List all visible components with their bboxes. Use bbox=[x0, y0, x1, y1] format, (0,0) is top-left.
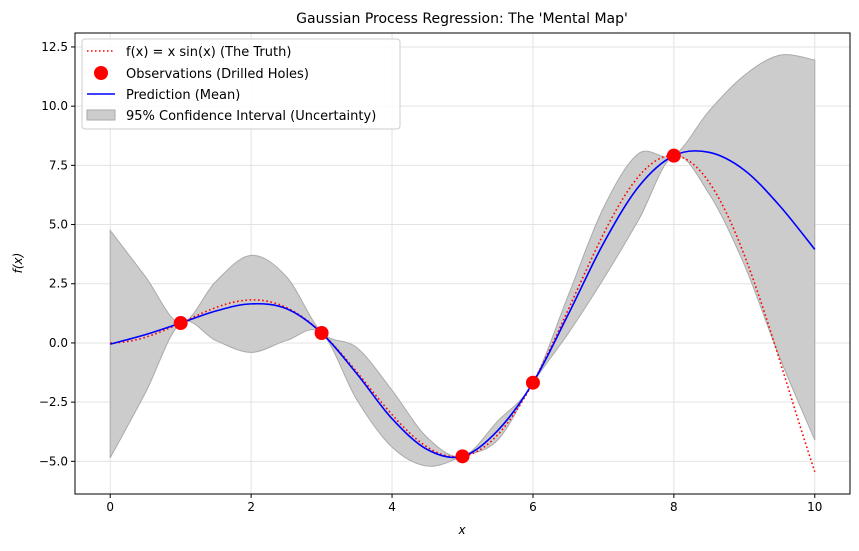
x-tick-label: 4 bbox=[388, 500, 396, 514]
observation-point bbox=[455, 449, 470, 464]
y-tick-label: −2.5 bbox=[39, 395, 68, 409]
x-tick-label: 6 bbox=[529, 500, 537, 514]
legend: f(x) = x sin(x) (The Truth) Observations… bbox=[81, 38, 401, 130]
y-tick-label: 2.5 bbox=[49, 277, 68, 291]
y-tick-label: 10.0 bbox=[41, 99, 68, 113]
observation-point bbox=[173, 316, 188, 331]
observation-point bbox=[666, 148, 681, 163]
y-tick-label: 7.5 bbox=[49, 158, 68, 172]
plot-frame bbox=[74, 32, 851, 495]
y-tick-label: 5.0 bbox=[49, 218, 68, 232]
legend-mean-label: Prediction (Mean) bbox=[126, 88, 240, 103]
observation-point bbox=[314, 325, 329, 340]
x-axis-label: x bbox=[457, 523, 466, 537]
legend-obs-swatch bbox=[94, 66, 108, 80]
y-tick-label: 0.0 bbox=[49, 336, 68, 350]
legend-truth-label: f(x) = x sin(x) (The Truth) bbox=[126, 45, 291, 60]
y-axis-ticks: −5.0 −2.5 0.0 2.5 5.0 7.5 10.0 12.5 bbox=[39, 40, 75, 468]
y-axis-label: f(x) bbox=[11, 253, 25, 274]
legend-band-swatch bbox=[86, 109, 116, 121]
chart-title: Gaussian Process Regression: The 'Mental… bbox=[296, 11, 628, 27]
confidence-band bbox=[109, 54, 816, 467]
observation-point bbox=[525, 375, 540, 390]
x-tick-label: 0 bbox=[106, 500, 114, 514]
truth-line bbox=[110, 154, 816, 472]
x-axis-ticks: 0 2 4 6 8 10 bbox=[106, 494, 822, 514]
legend-box bbox=[81, 38, 401, 130]
x-tick-label: 10 bbox=[807, 500, 822, 514]
x-tick-label: 8 bbox=[670, 500, 678, 514]
observations bbox=[173, 148, 681, 464]
y-tick-label: −5.0 bbox=[39, 454, 68, 468]
x-tick-label: 2 bbox=[247, 500, 255, 514]
y-tick-label: 12.5 bbox=[41, 40, 68, 54]
legend-obs-label: Observations (Drilled Holes) bbox=[126, 67, 309, 82]
legend-band-label: 95% Confidence Interval (Uncertainty) bbox=[126, 109, 376, 124]
